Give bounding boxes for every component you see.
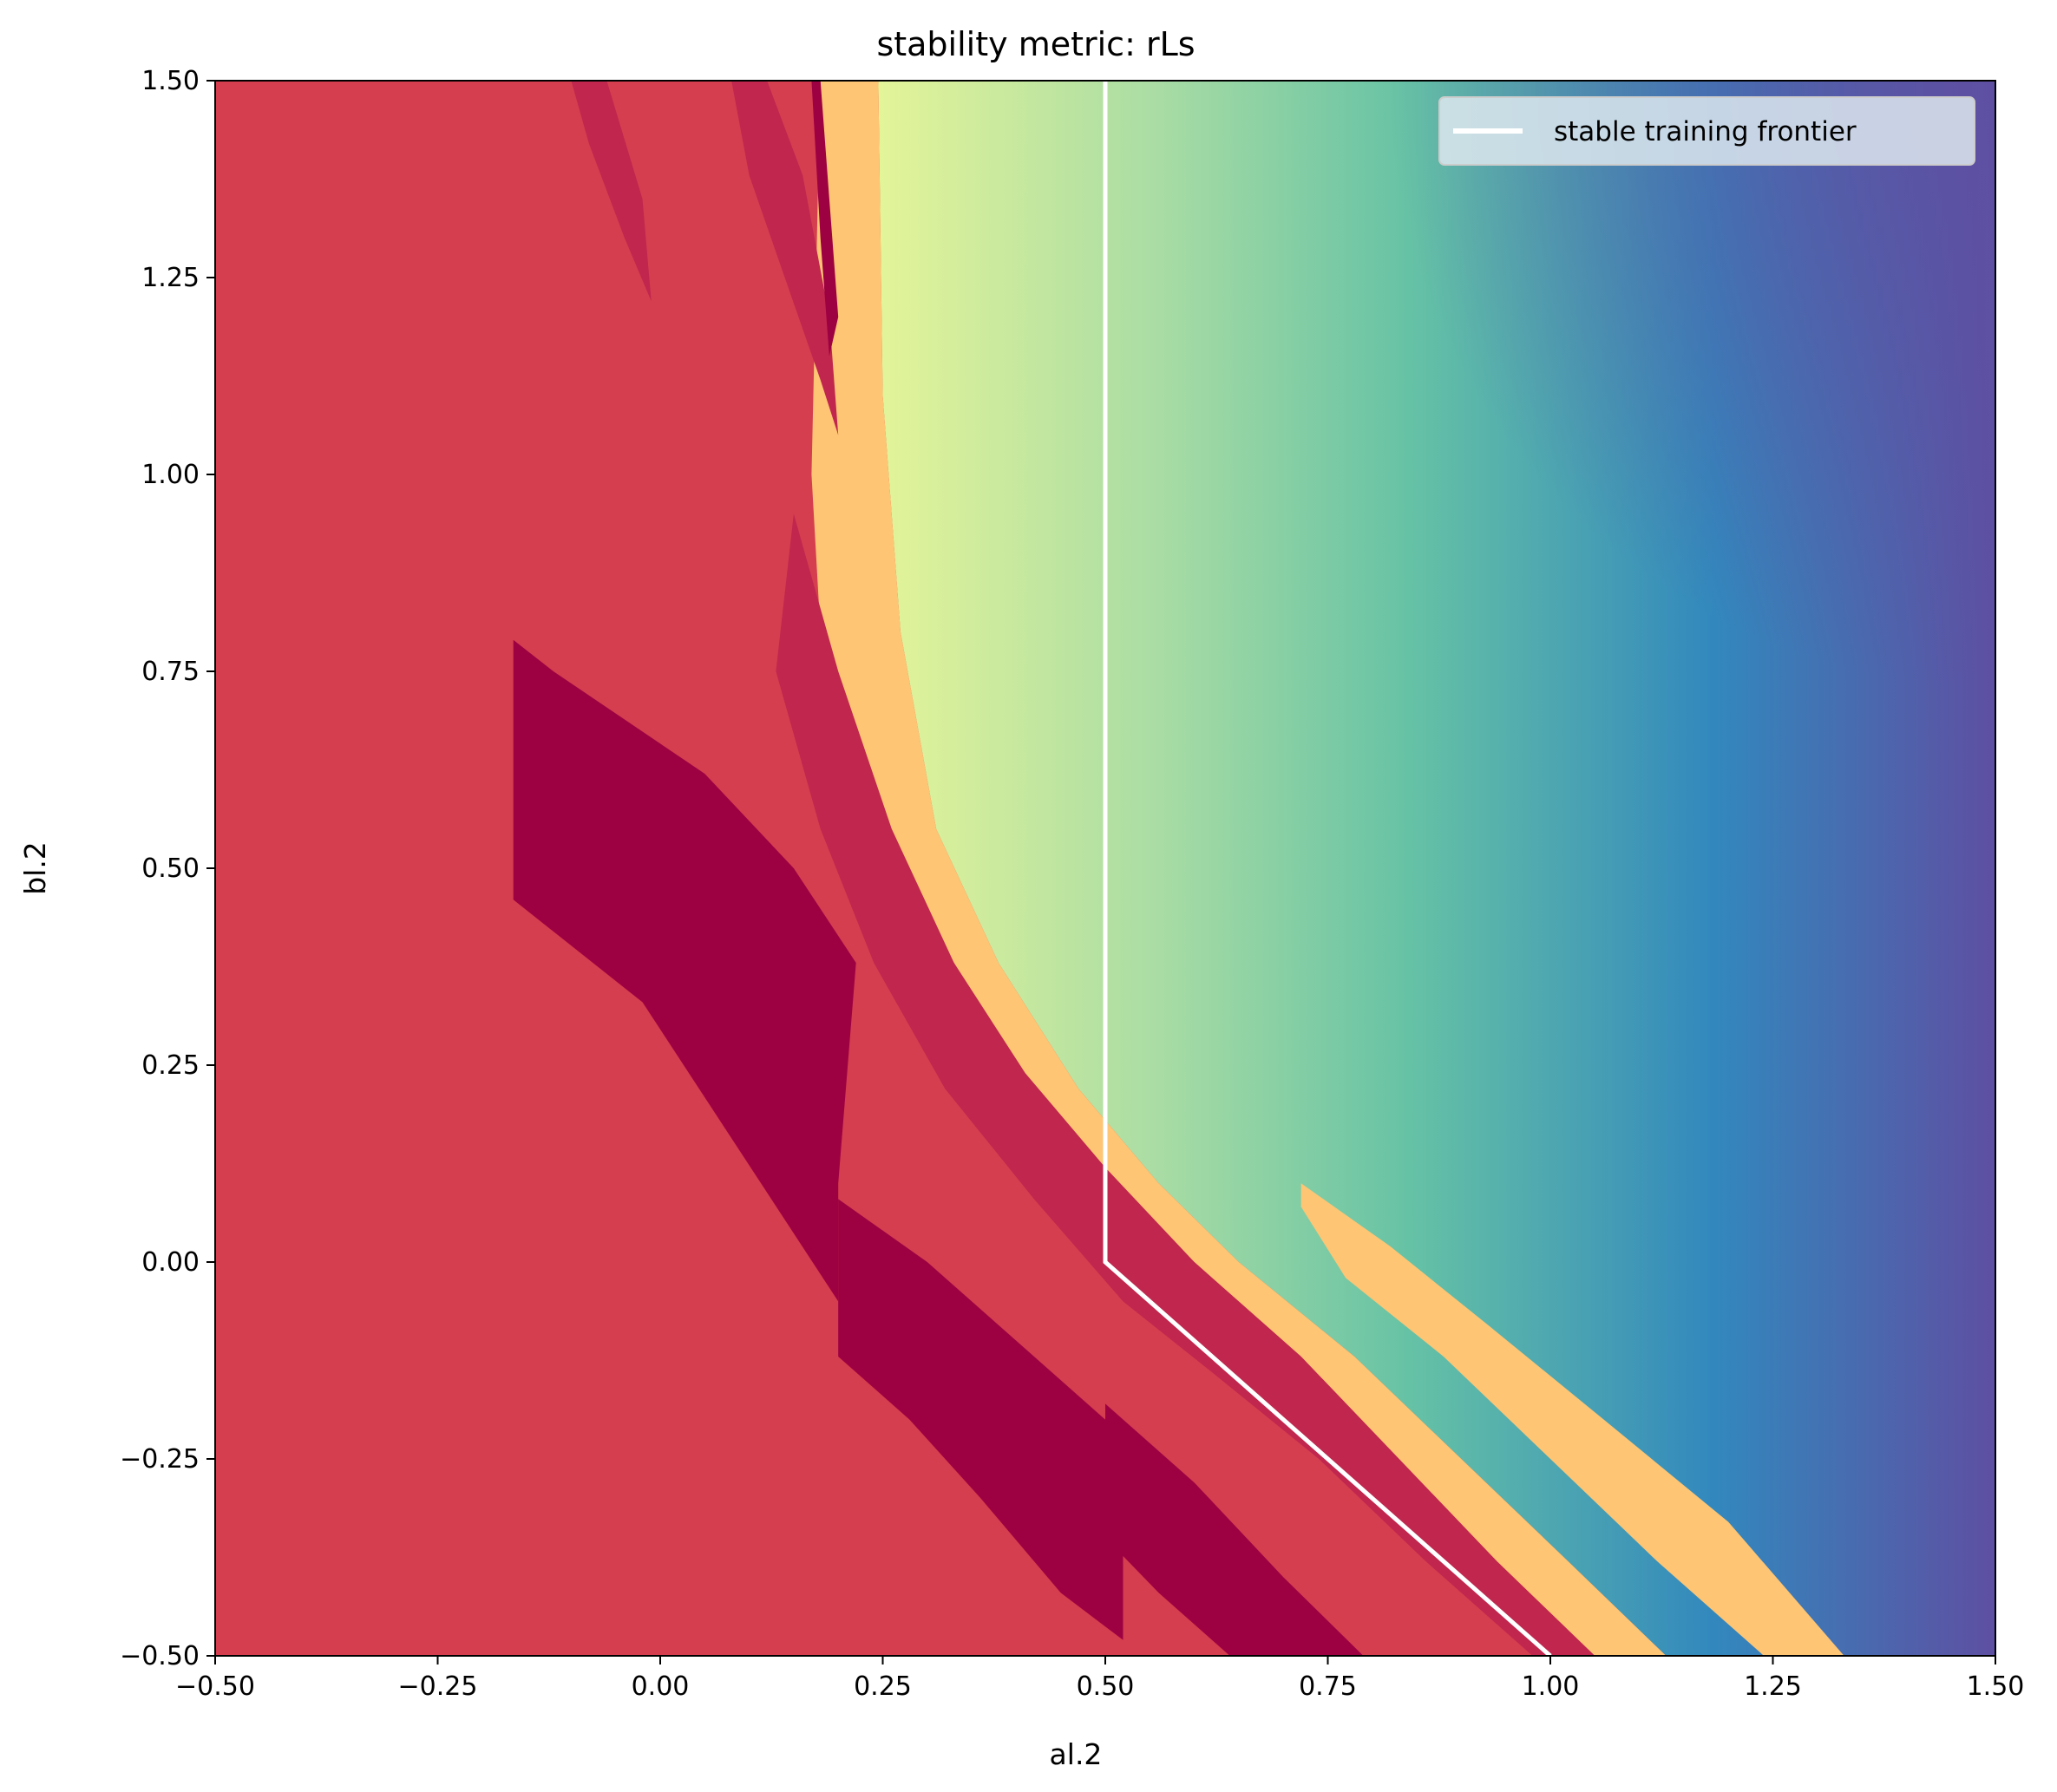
y-axis-label: bl.2 [18, 841, 52, 895]
y-tick-label: −0.25 [120, 1444, 200, 1475]
secondary-streak [1300, 1183, 1844, 1656]
dark-block-lower [838, 1199, 1123, 1640]
x-tick-label: 0.75 [1299, 1671, 1357, 1702]
y-tick-label: 0.00 [141, 1247, 200, 1278]
legend-entry-frontier: stable training frontier [1554, 116, 1857, 147]
x-tick-label: −0.50 [175, 1671, 255, 1702]
x-tick-label: 1.00 [1522, 1671, 1580, 1702]
y-axis: −0.50 −0.25 0.00 0.25 0.50 0.75 1.00 1.25 1.50 [120, 66, 215, 1671]
y-tick-label: 0.25 [141, 1050, 200, 1081]
chart-title: stability metric: rLs [876, 25, 1195, 63]
x-axis-label: al.2 [1050, 1737, 1103, 1771]
legend-box [1438, 96, 1975, 166]
y-tick-label: 0.75 [141, 657, 200, 687]
y-tick-label: 1.00 [141, 460, 200, 490]
y-tick-label: 0.50 [141, 853, 200, 884]
y-tick-label: 1.50 [141, 66, 200, 96]
filament-upper [731, 81, 839, 435]
x-tick-label: 0.25 [854, 1671, 912, 1702]
filament-left [571, 81, 652, 302]
frontier-layer [1103, 81, 1552, 1656]
x-tick-label: 1.50 [1967, 1671, 2025, 1702]
x-tick-label: 0.00 [632, 1671, 690, 1702]
x-tick-label: −0.25 [398, 1671, 478, 1702]
filament-thin [811, 81, 839, 356]
y-tick-label: −0.50 [120, 1641, 200, 1671]
frontier-line [1103, 81, 1552, 1656]
dark-block-upper [513, 639, 856, 1302]
dark-block-tail [1105, 1403, 1364, 1656]
x-axis: −0.50 −0.25 0.00 0.25 0.50 0.75 1.00 1.25 1.50 [175, 1656, 2024, 1702]
x-tick-label: 0.50 [1077, 1671, 1135, 1702]
x-tick-label: 1.25 [1744, 1671, 1802, 1702]
y-tick-label: 1.25 [141, 263, 200, 293]
legend: stable training frontier [1438, 96, 1975, 166]
